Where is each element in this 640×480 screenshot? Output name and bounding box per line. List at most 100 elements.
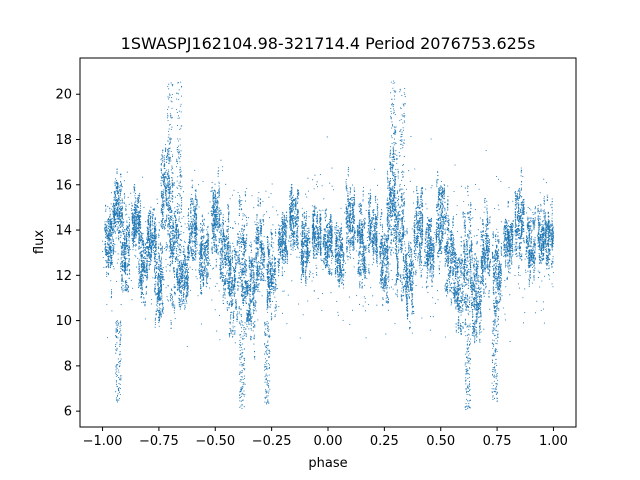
data-point [159, 266, 160, 267]
data-point [160, 311, 161, 312]
data-point [199, 252, 200, 253]
data-point [203, 229, 204, 230]
data-point [126, 228, 127, 229]
data-point [148, 248, 149, 249]
data-point [174, 306, 175, 307]
data-point [122, 243, 123, 244]
data-point [173, 223, 174, 224]
data-point [141, 273, 142, 274]
data-point [129, 235, 130, 236]
data-point [155, 241, 156, 242]
data-point [123, 221, 124, 222]
data-point [163, 160, 164, 161]
data-point [118, 183, 119, 184]
data-point [122, 270, 123, 271]
data-point [172, 307, 173, 308]
data-point [191, 226, 192, 227]
data-point [158, 290, 159, 291]
data-point [135, 201, 136, 202]
data-point [110, 225, 111, 226]
data-point [138, 215, 139, 216]
data-point [111, 247, 112, 248]
data-point [196, 218, 197, 219]
data-point [162, 195, 163, 196]
data-point [202, 215, 203, 216]
data-point [123, 247, 124, 248]
data-point [146, 277, 147, 278]
data-point [124, 238, 125, 239]
data-point [113, 246, 114, 247]
data-point [109, 248, 110, 249]
data-point [118, 213, 119, 214]
data-point [150, 238, 151, 239]
data-point [170, 208, 171, 209]
data-point [128, 233, 129, 234]
data-point [125, 289, 126, 290]
data-point [196, 206, 197, 207]
data-point [149, 247, 150, 248]
data-point [163, 189, 164, 190]
data-point [124, 231, 125, 232]
data-point [194, 237, 195, 238]
data-point [115, 225, 116, 226]
data-point [155, 261, 156, 262]
data-point [186, 297, 187, 298]
data-point [113, 243, 114, 244]
data-point [137, 203, 138, 204]
data-point [143, 278, 144, 279]
data-point [136, 224, 137, 225]
data-point [126, 253, 127, 254]
data-point [158, 277, 159, 278]
data-point [132, 229, 133, 230]
data-point [179, 295, 180, 296]
data-point [110, 255, 111, 256]
data-point [160, 183, 161, 184]
data-point [117, 184, 118, 185]
data-point [172, 305, 173, 306]
data-point [189, 221, 190, 222]
data-point [143, 248, 144, 249]
data-point [146, 247, 147, 248]
data-point [117, 183, 118, 184]
data-point [113, 253, 114, 254]
data-point [157, 285, 158, 286]
data-point [150, 217, 151, 218]
data-point [105, 205, 106, 206]
data-point [158, 295, 159, 296]
data-point [175, 224, 176, 225]
data-point [154, 218, 155, 219]
data-point [169, 159, 170, 160]
data-point [109, 208, 110, 209]
data-point [207, 231, 208, 232]
data-point [127, 265, 128, 266]
data-point [193, 259, 194, 260]
data-point [185, 279, 186, 280]
data-point [154, 251, 155, 252]
data-point [195, 197, 196, 198]
data-point [112, 212, 113, 213]
data-point [204, 250, 205, 251]
data-point [111, 250, 112, 251]
data-point [122, 217, 123, 218]
data-point [162, 180, 163, 181]
data-point [194, 224, 195, 225]
data-point [192, 185, 193, 186]
data-point [154, 238, 155, 239]
data-point [206, 246, 207, 247]
data-point [144, 261, 145, 262]
data-point [176, 269, 177, 270]
data-point [182, 285, 183, 286]
data-point [175, 217, 176, 218]
data-point [124, 203, 125, 204]
data-point [129, 236, 130, 237]
data-point [133, 220, 134, 221]
data-point [129, 270, 130, 271]
data-point [106, 253, 107, 254]
data-point [167, 155, 168, 156]
data-point [125, 206, 126, 207]
data-point [185, 262, 186, 263]
data-point [144, 266, 145, 267]
data-point [111, 260, 112, 261]
data-point [165, 225, 166, 226]
data-point [187, 283, 188, 284]
